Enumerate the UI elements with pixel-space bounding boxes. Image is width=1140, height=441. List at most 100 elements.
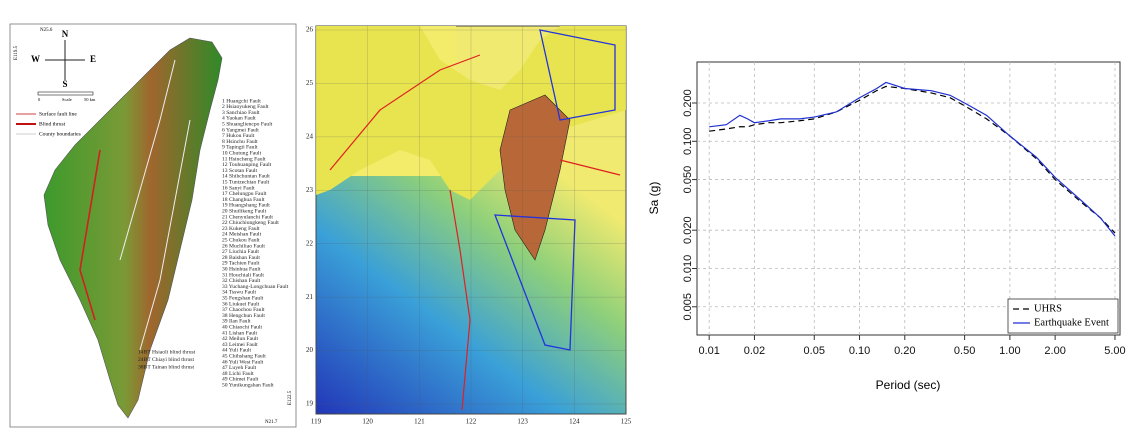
legend-label: Blind thrust [39,121,66,127]
fault-name: 26 Muchiliao Fault [222,243,265,249]
map-tick-label: 19 [306,400,314,408]
map-tick-label: 124 [569,418,580,426]
legend-label: County boundaries [39,131,81,137]
y-tick-label: 0.020 [682,216,694,244]
fault-name: 23 Kukeng Fault [222,226,260,232]
y-axis-label: Sa (g) [647,182,661,215]
fault-name: 24 Meishan Fault [222,232,262,238]
fault-name: 20 Shuilikeng Fault [222,208,267,214]
island [43,37,223,419]
map-tick-label: 119 [311,418,322,426]
legend-box [1007,298,1119,334]
fault-name: 33 Yuchang-Longchuan Fault [222,284,289,290]
fault-name: 9 Tapingti Fault [222,145,258,151]
fault-name: 37 Chaochou Fault [222,307,265,313]
fault-name: 16 Sanyi Fault [222,185,255,191]
map-tick-label: 121 [414,418,425,426]
left-map: N S E W N25.6 E119.5 N21.7 E122.5 0 Scal… [9,23,297,428]
fault-name: 8 Hsinchu Fault [222,139,258,145]
middle-map: 119 120 121 122 123 124 125 19 20 21 22 23 24 25 26 [306,25,632,426]
fault-name: 17 Chelungpu Fault [222,191,267,197]
fault-lines [119,59,191,351]
fault-name: 25 Chukou Fault [222,237,260,243]
fault-name: 31 Houchiali Fault [222,272,264,278]
map-tick-label: 23 [306,186,314,194]
x-tick-label: 5.00 [1104,345,1125,357]
map-tick-label: 24 [306,132,314,140]
map-tick-label: 21 [306,293,314,301]
x-axis-label: Period (sec) [876,378,941,392]
legend-label: UHRS [1034,303,1062,314]
fault-name: 4 Yaokan Fault [222,116,256,122]
fault-name: 18 Changhua Fault [222,197,265,203]
fault-name: 35 Fengshan Fault [222,295,264,301]
fault-name: 45 Chihshang Fault [222,353,266,359]
fault-name: 48 Lichi Fault [222,371,254,377]
x-tick-label: 0.02 [744,345,765,357]
fault-name: 1 Huangchi Fault [222,98,261,104]
fault-name: 42 Meilun Fault [222,336,258,342]
fault-name: 10 Chutung Fault [222,150,262,156]
fault-name: 2 Hsiaoyukeng Fault [222,104,269,110]
compass-label: E [90,54,96,64]
fault-name: 49 Chimei Fault [222,377,259,383]
fault-name: 13 Scotan Fault [222,168,258,174]
fault-name: 30 Hsinhua Fault [222,266,261,272]
fault-name: 40 Chiaochi Fault [222,324,263,330]
fault-name: 43 Leimei Fault [222,342,258,348]
fault-name: 46 Yuli West Fault [222,359,264,365]
x-tick-label: 0.05 [804,345,825,357]
fault-name: 3 Sanchiao Fault [222,110,260,116]
map-tick-label: 122 [466,418,477,426]
scale-label: 0 [38,97,41,102]
fault-name: 39 Ilan Fault [222,319,251,325]
map-tick-label: 26 [306,26,314,34]
y-tick-label: 0.005 [682,293,694,321]
scale-label: Scale [62,97,72,102]
x-tick-label: 1.00 [999,345,1020,357]
source-zones [494,29,616,351]
compass-label: W [31,54,40,64]
fault-name: 11 Hsincheng Fault [222,156,266,162]
corner-label: E122.5 [288,390,293,405]
map-tick-label: 25 [306,79,314,87]
series-line [709,81,1116,237]
fault-name: 15 Tuntzechiao Fault [222,179,270,185]
map-tick-label: 120 [362,418,373,426]
fault-name: 50 Yunikungshan Fault [222,382,274,388]
fault-name: 32 Chishan Fault [222,278,261,284]
fault-name: 22 Chiuchiungkeng Fault [222,220,279,226]
blind-thrust-line [79,149,101,321]
fault-name: 5 Shuangliencpo Fault [222,121,273,127]
x-tick-label: 2.00 [1044,345,1065,357]
fault-name: 19 Huangshang Fault [222,203,270,209]
blind-thrust-name: 24BT Chiayi blind thrust [138,357,194,363]
compass-label: N [62,29,69,39]
blind-thrust-name: 38BT Tainan blind thrust [138,364,195,370]
fault-name: 36 Liukuei Fault [222,301,260,307]
plot-frame [696,61,1121,336]
y-tick-label: 0.010 [682,255,694,283]
fault-name: 47 Luyeh Fault [222,365,257,371]
x-tick-label: 0.10 [849,345,870,357]
blind-thrust-name: 14BT Hsiaoli blind thrust [138,349,196,355]
fault-name: 6 Yangmei Fault [222,127,259,133]
map-tick-label: 22 [306,239,314,247]
legend-label: Surface fault line [39,110,77,117]
map-tick-label: 125 [621,418,632,426]
fault-lines [329,54,621,411]
fault-name: 28 Baishan Fault [222,255,260,261]
map-tick-label: 20 [306,346,314,354]
fault-name: 7 Hukou Fault [222,133,255,139]
x-tick-label: 0.20 [894,345,915,357]
scale-label: 50 km [84,97,96,102]
fault-name: 27 Liuchia Fault [222,249,259,255]
fault-name: 12 Touhuanping Fault [222,162,272,168]
fault-name: 29 Tachien Fault [222,261,260,267]
x-tick-label: 0.50 [954,345,975,357]
map-grid: 119 120 121 122 123 124 125 19 20 21 22 23 24 25 26 [306,26,632,426]
legend-label: Earthquake Event [1034,317,1109,328]
corner-label: N21.7 [265,420,278,425]
